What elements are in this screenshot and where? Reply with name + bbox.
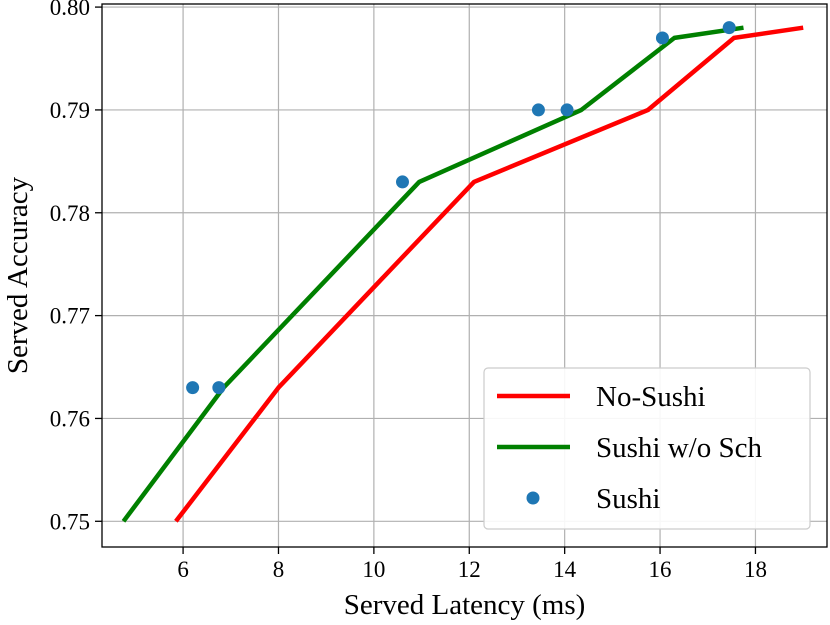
x-tick-label: 12 bbox=[458, 557, 481, 582]
y-tick-label: 0.78 bbox=[50, 201, 90, 226]
grid-lines bbox=[102, 4, 827, 547]
x-tick-label: 14 bbox=[553, 557, 577, 582]
axis-ticks: 6 8 10 12 14 16 18 0.75 0.76 0.77 0.78 0.79 0.80 bbox=[50, 0, 767, 582]
x-tick-label: 6 bbox=[177, 557, 189, 582]
y-axis-label: Served Accuracy bbox=[2, 176, 34, 374]
x-tick-label: 10 bbox=[362, 557, 385, 582]
data-point-sushi bbox=[186, 381, 200, 395]
y-tick-label: 0.80 bbox=[50, 0, 90, 20]
data-point-sushi bbox=[531, 103, 545, 117]
x-tick-label: 16 bbox=[649, 557, 672, 582]
series-line-sushi-w-o-sch bbox=[121, 25, 744, 523]
data-point-sushi bbox=[212, 381, 226, 395]
series-layer bbox=[121, 21, 804, 523]
legend-label-no-sushi: No-Sushi bbox=[596, 381, 706, 413]
y-tick-label: 0.77 bbox=[50, 304, 90, 329]
x-axis-label: Served Latency (ms) bbox=[344, 589, 586, 621]
legend: No-Sushi Sushi w/o Sch Sushi bbox=[483, 367, 811, 530]
data-point-sushi bbox=[722, 21, 736, 35]
x-tick-label: 8 bbox=[273, 557, 285, 582]
legend-label-sushi-wo-sch: Sushi w/o Sch bbox=[596, 432, 762, 464]
data-point-sushi bbox=[560, 103, 574, 117]
data-point-sushi bbox=[395, 175, 409, 189]
y-tick-label: 0.76 bbox=[50, 406, 90, 431]
legend-label-sushi: Sushi bbox=[596, 483, 660, 515]
y-tick-label: 0.75 bbox=[50, 509, 90, 534]
legend-swatch-sushi bbox=[526, 491, 540, 505]
legend-box bbox=[483, 367, 811, 530]
x-tick-label: 18 bbox=[744, 557, 767, 582]
series-line-no-sushi bbox=[174, 25, 804, 523]
data-point-sushi bbox=[655, 31, 669, 45]
y-tick-label: 0.79 bbox=[50, 98, 90, 123]
plot-frame bbox=[101, 3, 828, 548]
